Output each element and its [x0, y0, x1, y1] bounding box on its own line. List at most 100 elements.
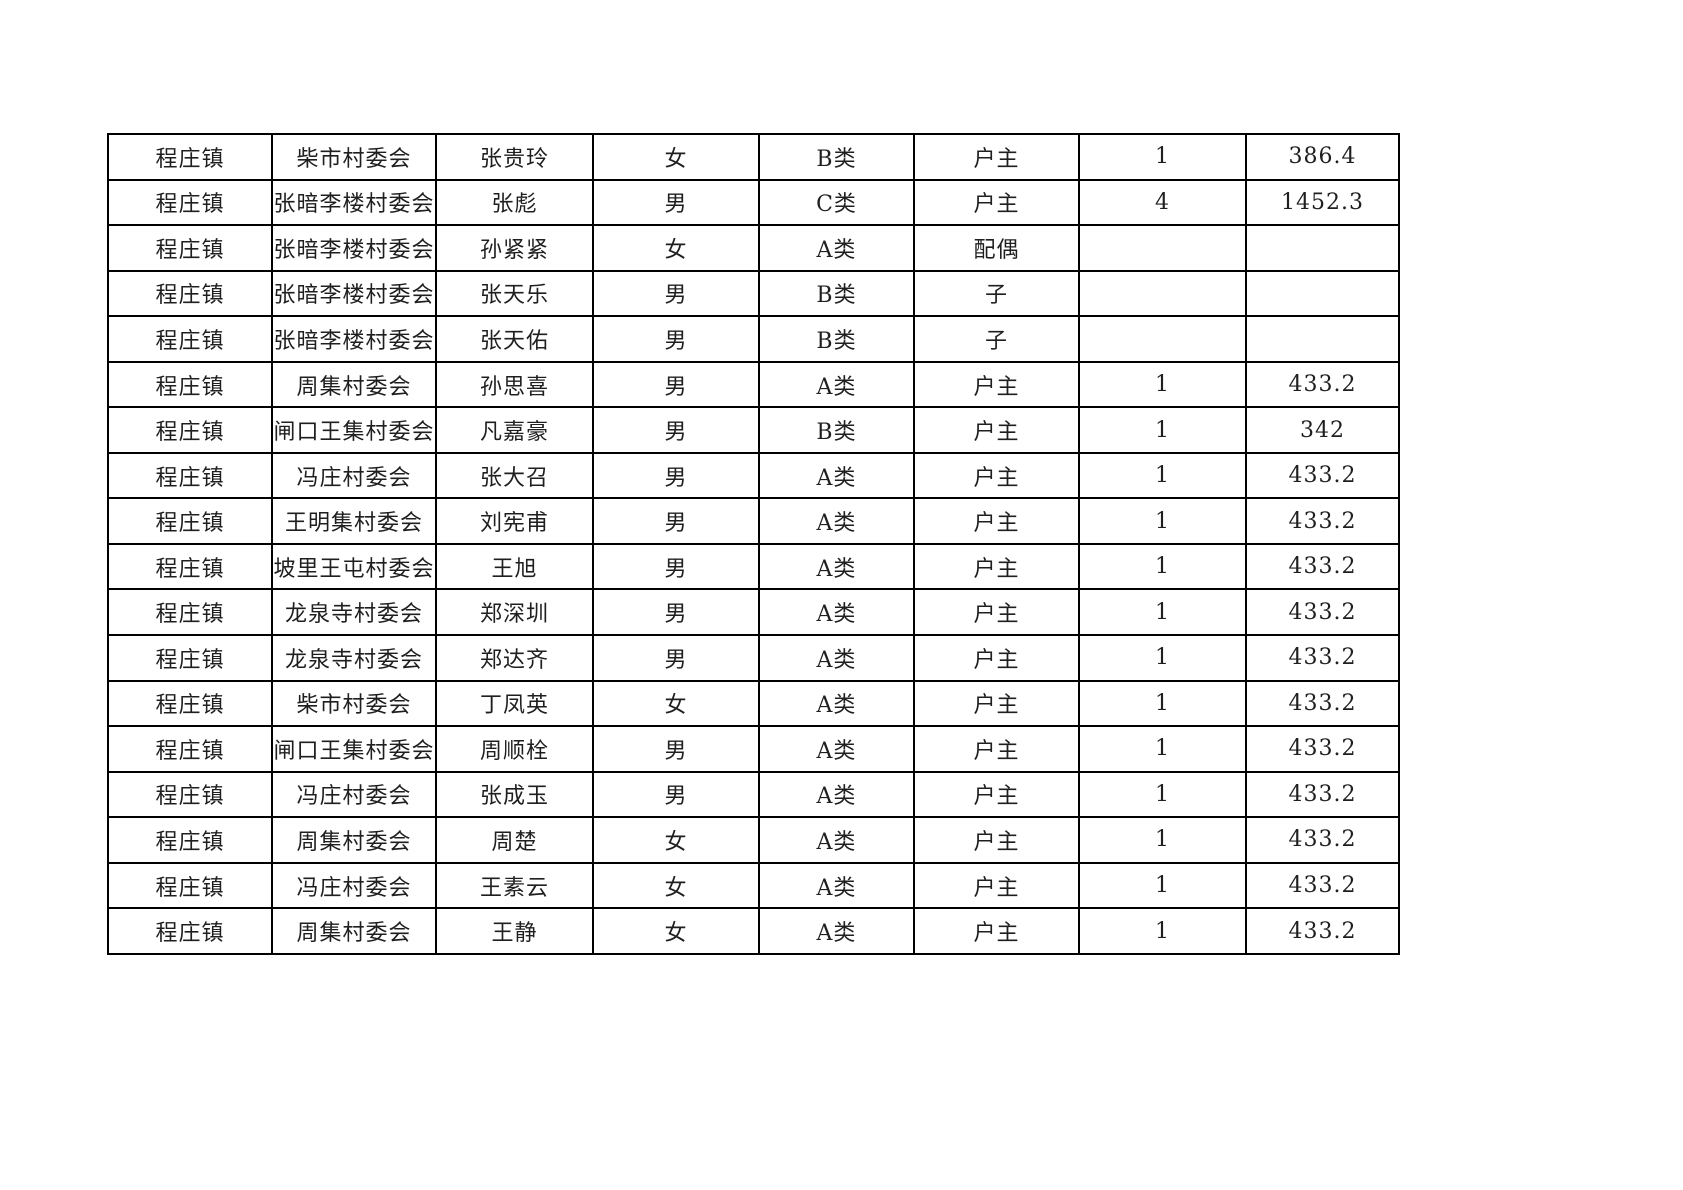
- cell-town: 程庄镇: [107, 269, 273, 318]
- cell-village: 周集村委会: [271, 360, 437, 409]
- cell-amount: 433.2: [1245, 542, 1400, 591]
- cell-category: A类: [758, 588, 915, 637]
- cell-town: 程庄镇: [107, 907, 273, 955]
- cell-gender: 男: [592, 178, 760, 227]
- cell-amount: 433.2: [1245, 907, 1400, 955]
- cell-category: A类: [758, 770, 915, 819]
- cell-village: 冯庄村委会: [271, 861, 437, 910]
- cell-village: 张暗李楼村委会: [271, 315, 437, 363]
- cell-category: A类: [758, 542, 915, 591]
- cell-town: 程庄镇: [107, 725, 273, 773]
- cell-town: 程庄镇: [107, 634, 273, 682]
- cell-gender: 男: [592, 360, 760, 409]
- cell-amount: 433.2: [1245, 725, 1400, 773]
- cell-relation: 户主: [913, 178, 1080, 227]
- cell-name: 孙紧紧: [435, 224, 594, 272]
- cell-village: 柴市村委会: [271, 679, 437, 728]
- cell-town: 程庄镇: [107, 406, 273, 454]
- cell-gender: 男: [592, 315, 760, 363]
- cell-village: 冯庄村委会: [271, 451, 437, 500]
- table-row: 程庄镇 闸口王集村委会 凡嘉豪 男 B类 户主 1 342: [107, 406, 1400, 454]
- cell-gender: 男: [592, 634, 760, 682]
- cell-amount: 433.2: [1245, 816, 1400, 864]
- cell-name: 张贵玲: [435, 133, 594, 181]
- cell-relation: 户主: [913, 816, 1080, 864]
- cell-town: 程庄镇: [107, 315, 273, 363]
- cell-relation: 户主: [913, 542, 1080, 591]
- table-row: 程庄镇 张暗李楼村委会 孙紧紧 女 A类 配偶: [107, 224, 1400, 272]
- cell-count: 1: [1078, 451, 1247, 500]
- cell-count: 1: [1078, 588, 1247, 637]
- cell-count: [1078, 224, 1247, 272]
- cell-category: A类: [758, 816, 915, 864]
- table-row: 程庄镇 柴市村委会 丁凤英 女 A类 户主 1 433.2: [107, 679, 1400, 728]
- cell-category: A类: [758, 907, 915, 955]
- cell-relation: 户主: [913, 133, 1080, 181]
- cell-amount: 1452.3: [1245, 178, 1400, 227]
- cell-relation: 子: [913, 315, 1080, 363]
- cell-village: 张暗李楼村委会: [271, 178, 437, 227]
- cell-gender: 男: [592, 725, 760, 773]
- cell-relation: 配偶: [913, 224, 1080, 272]
- table-row: 程庄镇 张暗李楼村委会 张天乐 男 B类 子: [107, 269, 1400, 318]
- cell-category: B类: [758, 133, 915, 181]
- cell-village: 周集村委会: [271, 907, 437, 955]
- cell-count: 1: [1078, 907, 1247, 955]
- cell-relation: 户主: [913, 451, 1080, 500]
- cell-town: 程庄镇: [107, 861, 273, 910]
- cell-category: A类: [758, 861, 915, 910]
- cell-category: A类: [758, 224, 915, 272]
- cell-category: C类: [758, 178, 915, 227]
- cell-count: 1: [1078, 497, 1247, 545]
- cell-amount: 433.2: [1245, 634, 1400, 682]
- table-row: 程庄镇 冯庄村委会 王素云 女 A类 户主 1 433.2: [107, 861, 1400, 910]
- cell-amount: 433.2: [1245, 770, 1400, 819]
- cell-count: 4: [1078, 178, 1247, 227]
- cell-gender: 女: [592, 679, 760, 728]
- cell-town: 程庄镇: [107, 451, 273, 500]
- cell-name: 周楚: [435, 816, 594, 864]
- cell-name: 郑深圳: [435, 588, 594, 637]
- cell-category: A类: [758, 679, 915, 728]
- cell-count: 1: [1078, 406, 1247, 454]
- cell-town: 程庄镇: [107, 542, 273, 591]
- cell-count: 1: [1078, 133, 1247, 181]
- cell-village: 王明集村委会: [271, 497, 437, 545]
- cell-count: 1: [1078, 679, 1247, 728]
- cell-village: 冯庄村委会: [271, 770, 437, 819]
- cell-amount: 433.2: [1245, 451, 1400, 500]
- cell-name: 丁凤英: [435, 679, 594, 728]
- cell-gender: 女: [592, 907, 760, 955]
- table-row: 程庄镇 张暗李楼村委会 张彪 男 C类 户主 4 1452.3: [107, 178, 1400, 227]
- cell-gender: 男: [592, 497, 760, 545]
- cell-amount: 433.2: [1245, 497, 1400, 545]
- cell-category: A类: [758, 451, 915, 500]
- cell-count: 1: [1078, 542, 1247, 591]
- cell-amount: [1245, 315, 1400, 363]
- beneficiary-table: 程庄镇 柴市村委会 张贵玲 女 B类 户主 1 386.4 程庄镇 张暗李楼村委…: [107, 133, 1400, 955]
- cell-town: 程庄镇: [107, 679, 273, 728]
- cell-name: 郑达齐: [435, 634, 594, 682]
- table-row: 程庄镇 柴市村委会 张贵玲 女 B类 户主 1 386.4: [107, 133, 1400, 181]
- cell-name: 张天佑: [435, 315, 594, 363]
- cell-name: 周顺栓: [435, 725, 594, 773]
- cell-count: 1: [1078, 634, 1247, 682]
- cell-amount: [1245, 224, 1400, 272]
- cell-gender: 男: [592, 588, 760, 637]
- cell-village: 周集村委会: [271, 816, 437, 864]
- cell-town: 程庄镇: [107, 816, 273, 864]
- cell-gender: 男: [592, 406, 760, 454]
- cell-relation: 户主: [913, 679, 1080, 728]
- cell-relation: 户主: [913, 907, 1080, 955]
- cell-count: 1: [1078, 360, 1247, 409]
- cell-relation: 户主: [913, 588, 1080, 637]
- cell-name: 张成玉: [435, 770, 594, 819]
- cell-village: 坡里王屯村委会: [271, 542, 437, 591]
- table-row: 程庄镇 周集村委会 王静 女 A类 户主 1 433.2: [107, 907, 1400, 955]
- cell-amount: 433.2: [1245, 588, 1400, 637]
- cell-village: 龙泉寺村委会: [271, 588, 437, 637]
- cell-name: 张天乐: [435, 269, 594, 318]
- cell-name: 王素云: [435, 861, 594, 910]
- cell-amount: 342: [1245, 406, 1400, 454]
